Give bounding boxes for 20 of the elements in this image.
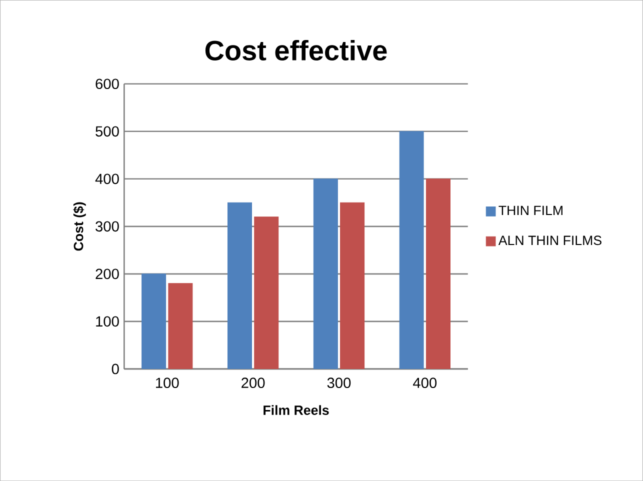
y-tick-label: 300: [96, 221, 119, 232]
y-tick-label: 200: [96, 268, 119, 280]
y-tick-label: 0: [112, 364, 119, 374]
y-tick-label: 600: [96, 78, 119, 89]
x-tick-label: 400: [413, 378, 437, 388]
y-axis-title: Cost ($): [73, 202, 86, 251]
chart-title: Cost effective: [205, 40, 387, 60]
bar: [254, 216, 279, 369]
x-tick-label: 100: [156, 378, 179, 388]
x-tick-label: 300: [327, 378, 351, 388]
legend-label: THIN FILM: [498, 206, 562, 215]
legend-label: ALN THIN FILMS: [498, 236, 602, 246]
x-axis-title: Film Reels: [264, 405, 329, 415]
bar: [168, 283, 193, 369]
y-tick-label: 100: [96, 316, 119, 327]
y-tick-label: 400: [95, 174, 119, 184]
bar: [340, 202, 365, 369]
bar: [426, 178, 450, 369]
y-tick-label: 500: [96, 126, 119, 137]
x-tick-label: 200: [242, 378, 265, 388]
